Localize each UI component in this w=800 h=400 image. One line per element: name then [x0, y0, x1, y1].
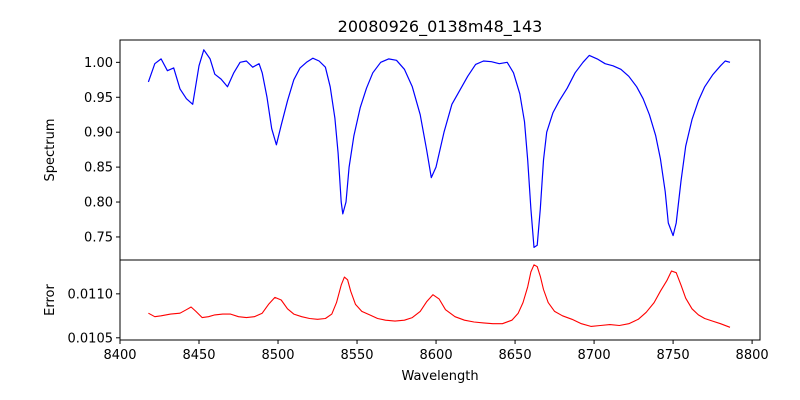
x-tick-label: 8800	[736, 348, 769, 363]
x-tick-label: 8750	[657, 348, 690, 363]
x-tick-label: 8600	[420, 348, 453, 363]
error-panel: 0.0105 0.0110 Error	[43, 259, 761, 346]
spectrum-y-ticks: 0.75 0.80 0.85 0.90 0.95 1.00	[84, 56, 120, 245]
x-tick-label: 8700	[578, 348, 611, 363]
x-tick-label: 8500	[261, 348, 294, 363]
x-tick-label: 8650	[499, 348, 532, 363]
spectrum-y-tick-label: 0.85	[84, 161, 113, 176]
chart-title: 20080926_0138m48_143	[338, 17, 543, 37]
spectrum-line	[147, 49, 731, 248]
error-y-ticks: 0.0105 0.0110	[68, 287, 120, 346]
error-line	[148, 264, 731, 328]
spectrum-y-tick-label: 1.00	[84, 56, 113, 71]
spectrum-y-label: Spectrum	[43, 119, 58, 182]
spectrum-y-tick-label: 0.80	[84, 196, 113, 211]
error-y-label: Error	[43, 284, 58, 316]
spectrum-panel: 0.75 0.80 0.85 0.90 0.95 1.00 Spectrum	[43, 39, 761, 261]
spectrum-y-tick-label: 0.95	[84, 91, 113, 106]
error-y-tick-label: 0.0105	[68, 331, 114, 346]
error-axes-frame	[119, 259, 761, 341]
x-tick-label: 8400	[103, 348, 136, 363]
spectrum-y-tick-label: 0.75	[84, 230, 113, 245]
x-tick-label: 8550	[340, 348, 373, 363]
x-tick-label: 8450	[182, 348, 215, 363]
x-axis-ticks: 8400 8450 8500 8550 8600 8650 8700 8750 8800	[103, 340, 769, 363]
error-y-tick-label: 0.0110	[68, 287, 114, 302]
x-axis-label: Wavelength	[401, 369, 478, 384]
spectrum-y-tick-label: 0.90	[84, 126, 113, 141]
